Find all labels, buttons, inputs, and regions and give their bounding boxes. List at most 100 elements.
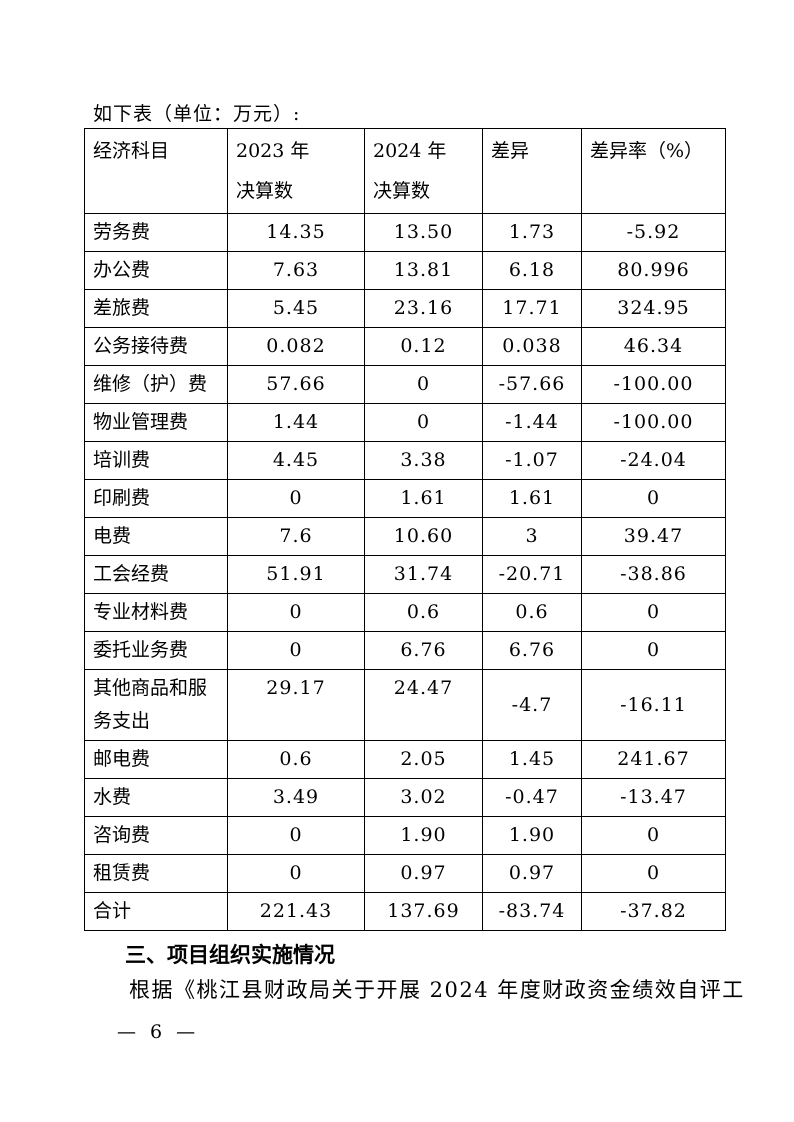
cell-rate: 0 — [581, 816, 726, 855]
row-label: 委托业务费 — [84, 631, 228, 670]
row-label: 邮电费 — [84, 740, 228, 779]
table-row: 水费 3.49 3.02 -0.47 -13.47 — [84, 778, 726, 817]
cell-diff: -0.47 — [482, 778, 582, 817]
cell-y2023: 5.45 — [227, 289, 365, 328]
cell-y2024: 13.81 — [364, 251, 483, 290]
cell-y2023: 0.6 — [227, 740, 365, 779]
table-row: 公务接待费 0.082 0.12 0.038 46.34 — [84, 327, 726, 366]
cell-rate: -24.04 — [581, 441, 726, 480]
table-row: 专业材料费 0 0.6 0.6 0 — [84, 593, 726, 632]
cell-diff: 1.73 — [482, 213, 582, 252]
row-label: 维修（护）费 — [84, 365, 228, 404]
row-label: 培训费 — [84, 441, 228, 480]
cell-rate: 0 — [581, 854, 726, 893]
cell-y2023: 0 — [227, 593, 365, 632]
table-row: 咨询费 0 1.90 1.90 0 — [84, 816, 726, 855]
cell-y2023: 51.91 — [227, 555, 365, 594]
cell-rate: -100.00 — [581, 403, 726, 442]
table-row: 租赁费 0 0.97 0.97 0 — [84, 854, 726, 893]
table-row: 电费 7.6 10.60 3 39.47 — [84, 517, 726, 556]
table-header-row: 经济科目 2023 年 决算数 2024 年 决算数 差异 差异率（%） — [84, 128, 726, 214]
cell-y2023: 0 — [227, 854, 365, 893]
cell-diff: 3 — [482, 517, 582, 556]
column-header-2023: 2023 年 决算数 — [227, 128, 365, 214]
cell-diff: 6.18 — [482, 251, 582, 290]
table-body: 劳务费 14.35 13.50 1.73 -5.92 办公费 7.63 13.81 6.18 80… — [84, 213, 726, 931]
cell-y2024: 23.16 — [364, 289, 483, 328]
cell-diff: 6.76 — [482, 631, 582, 670]
row-label: 租赁费 — [84, 854, 228, 893]
table-row: 印刷费 0 1.61 1.61 0 — [84, 479, 726, 518]
cell-y2024: 1.90 — [364, 816, 483, 855]
cell-rate: 241.67 — [581, 740, 726, 779]
cell-diff: -1.44 — [482, 403, 582, 442]
row-label: 合计 — [84, 892, 228, 931]
cell-y2024: 137.69 — [364, 892, 483, 931]
table-row: 邮电费 0.6 2.05 1.45 241.67 — [84, 740, 726, 779]
cell-y2024: 10.60 — [364, 517, 483, 556]
cell-y2023: 14.35 — [227, 213, 365, 252]
table-row: 维修（护）费 57.66 0 -57.66 -100.00 — [84, 365, 726, 404]
table-row: 差旅费 5.45 23.16 17.71 324.95 — [84, 289, 726, 328]
page-number: — 6 — — [117, 1021, 200, 1043]
cell-rate: -37.82 — [581, 892, 726, 931]
cell-rate: 324.95 — [581, 289, 726, 328]
cell-rate: -100.00 — [581, 365, 726, 404]
cell-y2024: 3.02 — [364, 778, 483, 817]
cell-y2023: 0 — [227, 631, 365, 670]
cell-y2024: 0 — [364, 365, 483, 404]
cell-rate: -5.92 — [581, 213, 726, 252]
cell-y2024: 0.97 — [364, 854, 483, 893]
cell-y2023: 7.6 — [227, 517, 365, 556]
row-label: 其他商品和服务支出 — [84, 669, 228, 741]
column-header-2024: 2024 年 决算数 — [364, 128, 483, 214]
cell-y2024: 31.74 — [364, 555, 483, 594]
cell-diff: 17.71 — [482, 289, 582, 328]
cell-y2023: 3.49 — [227, 778, 365, 817]
row-label: 电费 — [84, 517, 228, 556]
cell-y2024: 3.38 — [364, 441, 483, 480]
row-label: 物业管理费 — [84, 403, 228, 442]
row-label: 公务接待费 — [84, 327, 228, 366]
cell-y2023: 7.63 — [227, 251, 365, 290]
table-row: 工会经费 51.91 31.74 -20.71 -38.86 — [84, 555, 726, 594]
cell-diff: -1.07 — [482, 441, 582, 480]
table-row: 办公费 7.63 13.81 6.18 80.996 — [84, 251, 726, 290]
row-label: 水费 — [84, 778, 228, 817]
cell-diff: 0.6 — [482, 593, 582, 632]
cell-diff: -57.66 — [482, 365, 582, 404]
expense-comparison-table: 经济科目 2023 年 决算数 2024 年 决算数 差异 差异率（%） 劳务费… — [84, 128, 726, 931]
cell-y2024: 0 — [364, 403, 483, 442]
cell-diff: 1.90 — [482, 816, 582, 855]
cell-diff: -83.74 — [482, 892, 582, 931]
section-heading: 三、项目组织实施情况 — [125, 943, 335, 967]
cell-y2023: 4.45 — [227, 441, 365, 480]
column-header-diff: 差异 — [482, 128, 582, 214]
cell-y2024: 6.76 — [364, 631, 483, 670]
cell-y2023: 57.66 — [227, 365, 365, 404]
cell-y2023: 221.43 — [227, 892, 365, 931]
cell-diff: -20.71 — [482, 555, 582, 594]
table-caption: 如下表（单位：万元）: — [93, 103, 301, 125]
row-label: 咨询费 — [84, 816, 228, 855]
cell-y2023: 29.17 — [227, 669, 365, 741]
cell-rate: 0 — [581, 631, 726, 670]
cell-y2024: 13.50 — [364, 213, 483, 252]
table-row: 物业管理费 1.44 0 -1.44 -100.00 — [84, 403, 726, 442]
cell-y2023: 1.44 — [227, 403, 365, 442]
row-label: 差旅费 — [84, 289, 228, 328]
cell-rate: 0 — [581, 479, 726, 518]
table-row: 劳务费 14.35 13.50 1.73 -5.92 — [84, 213, 726, 252]
cell-y2023: 0 — [227, 479, 365, 518]
cell-rate: 80.996 — [581, 251, 726, 290]
cell-rate: -16.11 — [581, 669, 726, 741]
cell-rate: 39.47 — [581, 517, 726, 556]
table-row: 委托业务费 0 6.76 6.76 0 — [84, 631, 726, 670]
cell-y2024: 0.12 — [364, 327, 483, 366]
cell-y2024: 2.05 — [364, 740, 483, 779]
table-row: 合计 221.43 137.69 -83.74 -37.82 — [84, 892, 726, 931]
column-header-subject: 经济科目 — [84, 128, 228, 214]
column-header-rate: 差异率（%） — [581, 128, 726, 214]
row-label: 办公费 — [84, 251, 228, 290]
cell-rate: -13.47 — [581, 778, 726, 817]
